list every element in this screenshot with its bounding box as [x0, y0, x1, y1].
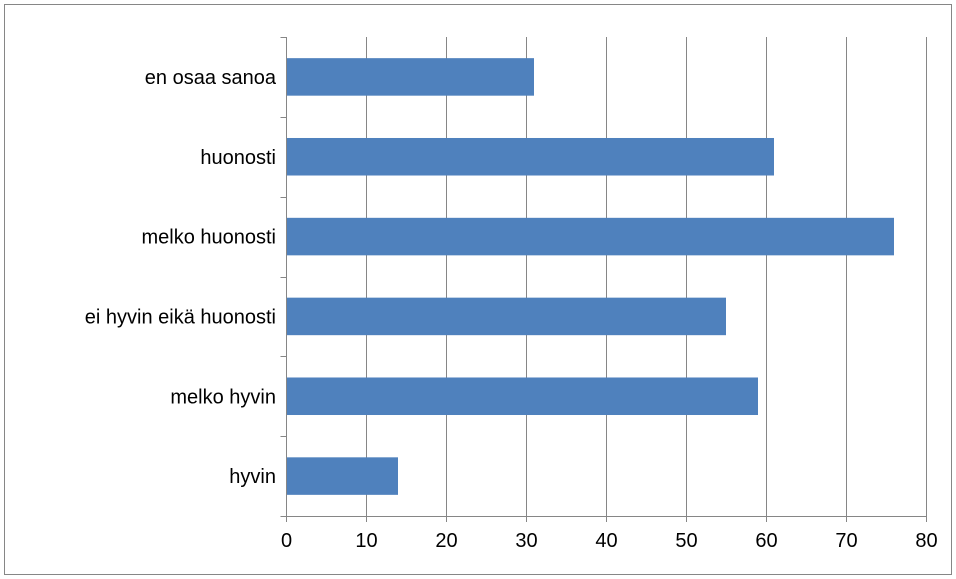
y-category-label: melko huonosti	[141, 227, 276, 249]
x-tick-label: 20	[435, 530, 457, 552]
y-category-label: hyvin	[229, 466, 276, 488]
bar	[287, 217, 894, 256]
bar	[287, 457, 398, 495]
bar	[287, 58, 534, 96]
x-tick-label: 40	[595, 530, 617, 552]
y-category-label: ei hyvin eikä huonosti	[85, 306, 276, 328]
y-category-label: melko hyvin	[170, 386, 276, 408]
tick-labels: 0 10 20 30 40 50 60 70 80 hyvin melko hyvin ei hyvi…	[85, 67, 938, 552]
bars	[287, 58, 894, 495]
x-tick-label: 70	[835, 530, 857, 552]
gridlines	[366, 37, 927, 516]
chart-frame	[4, 4, 952, 575]
bar	[287, 137, 774, 176]
y-category-label: en osaa sanoa	[145, 67, 277, 89]
x-tick-label: 50	[675, 530, 697, 552]
y-category-label: huonosti	[200, 147, 276, 169]
x-tick-label: 60	[755, 530, 777, 552]
x-tick-label: 10	[355, 530, 377, 552]
bar	[287, 377, 758, 416]
x-tick-label: 30	[515, 530, 537, 552]
x-tick-label: 0	[281, 530, 292, 552]
bar	[287, 297, 726, 336]
axes	[280, 37, 927, 522]
x-tick-label: 80	[915, 530, 937, 552]
